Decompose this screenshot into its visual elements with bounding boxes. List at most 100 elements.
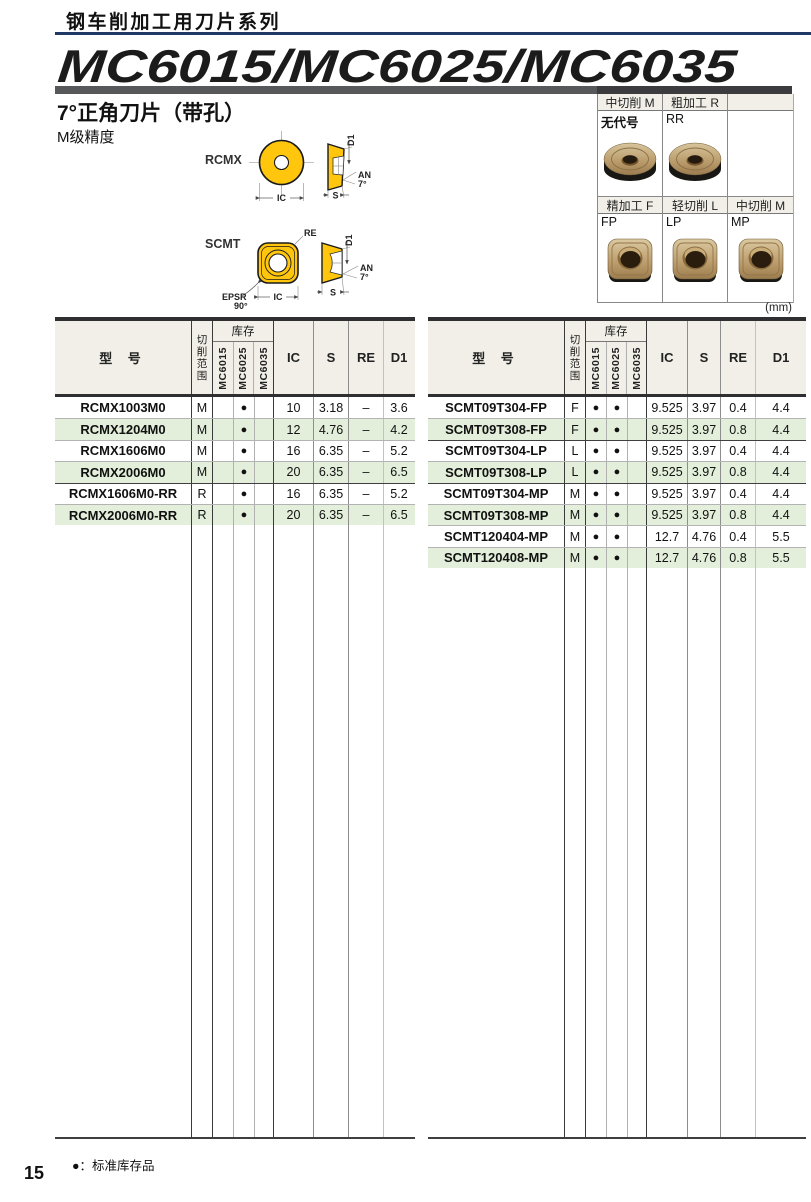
cell-re: –: [349, 504, 384, 526]
cell-cutting-range: M: [192, 419, 213, 440]
cell-model: RCMX2006M0: [55, 462, 192, 483]
cell-re: 0.8: [721, 462, 756, 483]
rcmx-d1-dim-label: D1: [346, 134, 356, 146]
cell-cutting-range: F: [565, 397, 586, 419]
table-row: SCMT09T308-MP M ● ● 9.525 3.97 0.8 4.4: [428, 503, 806, 526]
cell-re: 0.8: [721, 547, 756, 569]
square-insert-photo: [607, 238, 653, 282]
grade-cell-empty: [728, 94, 793, 197]
col-header-mc6025: MC6025: [237, 346, 250, 390]
cell-d1: 6.5: [390, 508, 408, 523]
cell-cutting-range: L: [565, 440, 586, 462]
cell-ic: 16: [274, 483, 314, 504]
scmt-re-dim-label: RE: [304, 228, 317, 238]
cell-re: –: [349, 462, 384, 483]
cell-d1: 4.2: [390, 422, 408, 437]
rcmx-an-angle-label: 7°: [358, 179, 367, 189]
cell-stock-mc6025: ●: [234, 504, 255, 526]
precision-note: M级精度: [57, 129, 115, 146]
col-header-re: RE: [721, 321, 756, 394]
cell-cutting-range: M: [565, 504, 586, 526]
cell-stock-mc6025: ●: [607, 526, 628, 547]
grade-cell-lp: 轻切削 L LP: [663, 197, 728, 303]
cell-d1: 5.2: [390, 486, 408, 501]
col-header-mc6025: MC6025: [610, 346, 623, 390]
cell-stock-mc6025: ●: [607, 397, 628, 419]
table-top-rule: [428, 317, 806, 321]
cell-s: 3.97: [688, 504, 721, 526]
cell-stock-mc6025: ●: [234, 397, 255, 419]
cell-re: 0.8: [721, 419, 756, 440]
scmt-epsr-angle-label: 90°: [234, 301, 248, 311]
grade-code: LP: [666, 215, 682, 229]
cell-d1: 4.4: [772, 400, 790, 415]
grade-cell-header: 粗加工 R: [663, 94, 727, 111]
cell-s: 3.18: [314, 397, 349, 419]
cell-stock-mc6025: ●: [234, 483, 255, 504]
cell-re: 0.4: [721, 440, 756, 462]
scmt-d1-dim-label: D1: [344, 234, 354, 246]
cell-d1: 5.5: [772, 550, 790, 565]
cell-stock-mc6025: ●: [234, 462, 255, 483]
cell-d1: 4.4: [772, 422, 790, 437]
cell-model: RCMX2006M0-RR: [55, 504, 192, 526]
cell-stock-mc6015: ●: [586, 462, 607, 483]
grade-cell-header: 中切削 M: [728, 197, 793, 214]
rcmx-spec-table: 型 号 切削范围 库存 MC6015 MC6025 MC6035 IC S RE…: [55, 317, 415, 1139]
table-header-rule: [428, 394, 806, 397]
cell-model: RCMX1204M0: [55, 419, 192, 440]
cell-model: SCMT09T308-LP: [428, 462, 565, 483]
cell-stock-mc6015: [213, 419, 234, 440]
col-header-ic: IC: [647, 321, 688, 394]
col-group-stock: 库存 MC6015 MC6025 MC6035: [586, 321, 647, 394]
cell-ic: 9.525: [647, 440, 688, 462]
cell-ic: 9.525: [647, 483, 688, 504]
cell-cutting-range: M: [192, 440, 213, 462]
grade-grid-top-bar: [597, 86, 792, 94]
scmt-epsr-dim-label: EPSR: [222, 292, 247, 302]
cell-ic: 9.525: [647, 419, 688, 440]
cell-ic: 9.525: [647, 397, 688, 419]
cell-stock-mc6035: [255, 462, 274, 483]
cell-re: –: [349, 483, 384, 504]
cell-model: RCMX1003M0: [55, 397, 192, 419]
cell-re: –: [349, 419, 384, 440]
col-header-s: S: [688, 321, 721, 394]
table-top-rule: [55, 317, 415, 321]
cell-model: SCMT09T304-FP: [428, 397, 565, 419]
scmt-spec-table: 型 号 切削范围 库存 MC6015 MC6025 MC6035 IC S RE…: [428, 317, 806, 1139]
scmt-s-dim-label: S: [330, 288, 336, 298]
col-header-s: S: [314, 321, 349, 394]
cell-cutting-range: L: [565, 462, 586, 483]
stock-group-label: 库存: [213, 321, 273, 342]
table-row: SCMT120404-MP M ● ● 12.7 4.76 0.4 5.5: [428, 525, 806, 547]
cell-stock-mc6035: [255, 483, 274, 504]
rcmx-shape-label: RCMX: [205, 153, 242, 167]
cell-ic: 12.7: [647, 526, 688, 547]
cell-stock-mc6015: ●: [586, 526, 607, 547]
col-header-mc6035: MC6035: [630, 346, 643, 390]
page-number: 15: [24, 1163, 45, 1183]
cell-stock-mc6035: [628, 397, 647, 419]
cell-s: 4.76: [314, 419, 349, 440]
cell-stock-mc6025: ●: [607, 419, 628, 440]
cell-model: SCMT09T308-MP: [428, 504, 565, 526]
cell-cutting-range: M: [192, 397, 213, 419]
scmt-shape-label: SCMT: [205, 237, 241, 251]
rcmx-side-view: D1 S AN 7°: [323, 134, 371, 201]
grade-cell-rr: 粗加工 R RR: [663, 94, 728, 197]
rcmx-s-dim-label: S: [332, 191, 338, 201]
cell-model: SCMT09T304-LP: [428, 440, 565, 462]
cell-s: 3.97: [688, 483, 721, 504]
grade-cell-header: 中切削 M: [598, 94, 662, 111]
cell-stock-mc6015: ●: [586, 504, 607, 526]
col-header-d1: D1: [772, 350, 790, 365]
cell-s: 4.76: [688, 547, 721, 569]
cell-s: 3.97: [688, 419, 721, 440]
scmt-an-angle-label: 7°: [360, 272, 369, 282]
cell-re: –: [349, 440, 384, 462]
cell-stock-mc6015: [213, 483, 234, 504]
cell-stock-mc6025: ●: [607, 547, 628, 569]
col-header-model: 型 号: [428, 321, 565, 394]
